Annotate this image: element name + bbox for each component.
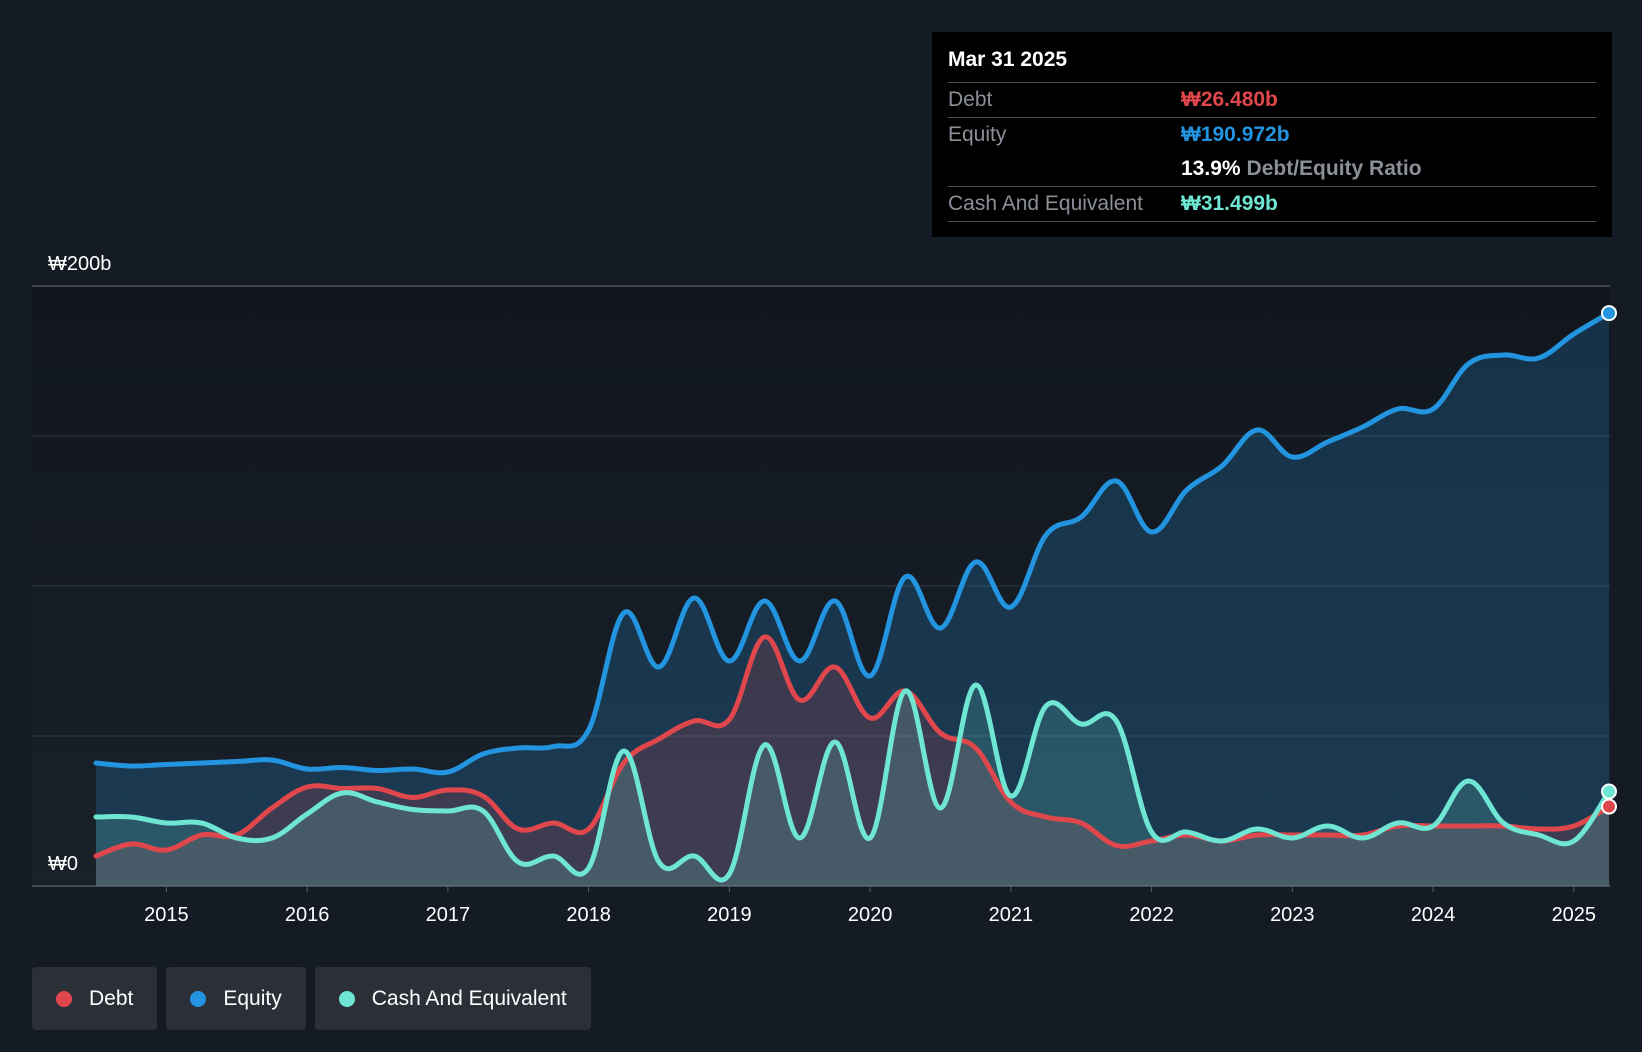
gridlines [32, 285, 1610, 887]
legend-label-equity: Equity [223, 986, 282, 1010]
debt-endpoint [1601, 798, 1617, 815]
x-tick-label: 2025 [1552, 904, 1597, 926]
tooltip-ratio-label: Debt/Equity Ratio [1246, 157, 1422, 180]
tooltip-cash-value: ₩31.499b [1181, 192, 1278, 215]
tooltip-row-ratio: 13.9% Debt/Equity Ratio [948, 152, 1596, 187]
cash-and-equivalent-area [96, 684, 1609, 886]
tooltip-equity-value: ₩190.972b [1181, 123, 1290, 146]
legend: Debt Equity Cash And Equivalent [32, 967, 591, 1030]
tooltip-row-equity: Equity ₩190.972b [948, 118, 1596, 152]
tooltip-panel: Mar 31 2025 Debt ₩26.480b Equity ₩190.97… [932, 32, 1612, 237]
x-tick-label: 2023 [1270, 904, 1315, 926]
x-tick-label: 2015 [144, 904, 189, 926]
tooltip-row-cash: Cash And Equivalent ₩31.499b [948, 187, 1596, 222]
cash-and-equivalent-line [93, 682, 1612, 883]
tooltip-ratio-value: 13.9% [1181, 157, 1241, 180]
equity-line [93, 310, 1612, 776]
x-tick-label: 2020 [848, 904, 893, 926]
x-tick-label: 2018 [566, 904, 611, 926]
x-tick-label: 2022 [1129, 904, 1174, 926]
x-tick-label: 2024 [1411, 904, 1456, 926]
x-tick-label: 2016 [285, 904, 330, 926]
cash-and-equivalent-endpoint [1601, 783, 1617, 800]
series-lines [93, 310, 1612, 883]
cash-dot-icon [338, 990, 355, 1007]
debt-dot-icon [56, 990, 72, 1007]
tooltip-debt-label: Debt [948, 88, 993, 111]
tooltip-cash-label: Cash And Equivalent [948, 192, 1143, 215]
equity-endpoint [1601, 305, 1617, 322]
x-axis: 2015 2016 2017 2018 2019 2020 2021 2022 2023 2024… [144, 886, 1596, 926]
equity-dot-icon [190, 990, 207, 1007]
legend-label-debt: Debt [89, 986, 134, 1010]
tooltip-row-debt: Debt ₩26.480b [948, 83, 1596, 118]
x-tick-label: 2019 [707, 904, 752, 926]
debt-area [96, 636, 1609, 886]
y-axis-bottom-label: ₩0 [48, 853, 78, 875]
equity-area [96, 313, 1609, 887]
y-axis-top-label: ₩200b [48, 253, 111, 275]
x-tick-label: 2021 [989, 904, 1034, 926]
tooltip-debt-value: ₩26.480b [1181, 88, 1278, 111]
legend-label-cash: Cash And Equivalent [371, 986, 567, 1010]
legend-item-cash[interactable]: Cash And Equivalent [314, 967, 591, 1030]
legend-item-debt[interactable]: Debt [32, 967, 158, 1030]
series-endpoints [1601, 305, 1617, 815]
tooltip-date: Mar 31 2025 [948, 46, 1596, 83]
legend-item-equity[interactable]: Equity [166, 967, 306, 1030]
tooltip-equity-label: Equity [948, 123, 1007, 146]
series-areas [96, 313, 1609, 887]
x-tick-label: 2017 [426, 904, 471, 926]
